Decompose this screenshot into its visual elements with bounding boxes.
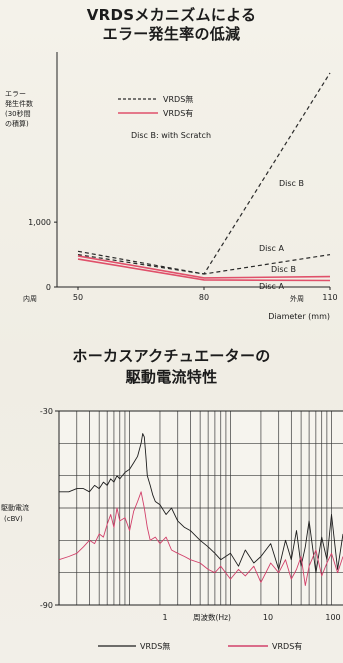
chart1-series-label-0: Disc B [279, 179, 304, 188]
chart1-series-line-1 [77, 254, 331, 275]
chart1-y-tick-label: 0 [46, 283, 51, 292]
chart1-series-label-2: Disc B [271, 265, 296, 274]
chart1-title-line-2: エラー発生率の低減 [102, 25, 241, 43]
chart1-x-tick-label: 110 [322, 293, 337, 302]
chart2-y-axis-label-line-2: (cBV) [4, 515, 23, 523]
chart2-x-tick-label: 10 [263, 613, 273, 622]
chart1-series-label-1: Disc A [259, 244, 284, 253]
chart2-title-line-2: 駆動電流特性 [125, 368, 218, 386]
chart1-x-tick-label: 50 [73, 293, 83, 302]
chart2-series-line-0 [59, 433, 343, 574]
chart1-y-axis-label-line: エラー [5, 90, 26, 98]
chart2-y-axis-label-line-1: 駆動電流 [1, 503, 29, 512]
chart1-x-tick-label: 80 [199, 293, 209, 302]
chart2-x-tick-label: 1 [162, 613, 167, 622]
chart1-x-axis-label: Diameter (mm) [268, 312, 330, 321]
chart1-series-line-2 [77, 255, 331, 279]
chart1-inner-note: 内周 [23, 294, 37, 303]
chart2-title-line-1: ホーカスアクチュエーターの [72, 347, 271, 365]
chart2-x-axis-label: 周波数(Hz) [193, 612, 231, 622]
chart1-series-label-3: Disc A [259, 282, 284, 291]
chart2-legend-label-vrds-off: VRDS無 [140, 641, 170, 651]
chart1-subtitle: Disc B: with Scratch [131, 131, 211, 140]
chart1-legend-label-vrds-off: VRDS無 [163, 94, 193, 104]
chart1-y-axis-label-line: の積算) [5, 119, 29, 128]
chart1-y-axis-label-line: 発生件数 [5, 99, 33, 108]
chart1-legend-label-vrds-on: VRDS有 [163, 108, 193, 118]
chart1-title-line-1: VRDSメカニズムによる [86, 6, 257, 24]
chart2-x-tick-label: 100 [325, 613, 340, 622]
chart1-y-axis-label-line: (30秒間 [5, 109, 31, 118]
chart1-series-line-3 [77, 258, 331, 282]
chart2-y-tick-label: -30 [40, 407, 53, 416]
chart2-legend-label-vrds-on: VRDS有 [272, 641, 302, 651]
chart2-series-line-1 [58, 491, 343, 587]
chart2-y-tick-label: -90 [40, 601, 53, 610]
chart1-outer-note: 外周 [290, 294, 304, 303]
chart1-y-tick-label: 1,000 [28, 218, 51, 227]
